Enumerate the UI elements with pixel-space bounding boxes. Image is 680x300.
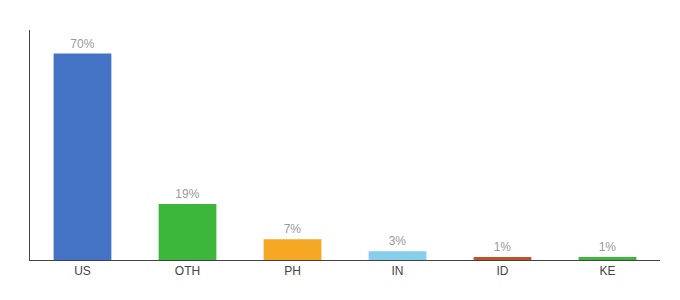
svg-text:PH: PH xyxy=(284,264,301,278)
svg-text:1%: 1% xyxy=(599,240,617,254)
svg-text:70%: 70% xyxy=(70,37,94,51)
svg-text:KE: KE xyxy=(599,264,615,278)
svg-text:1%: 1% xyxy=(494,240,512,254)
svg-text:19%: 19% xyxy=(175,187,199,201)
svg-text:OTH: OTH xyxy=(175,264,200,278)
svg-text:US: US xyxy=(74,264,91,278)
svg-text:IN: IN xyxy=(392,264,404,278)
svg-text:3%: 3% xyxy=(389,234,407,248)
svg-text:7%: 7% xyxy=(284,222,302,236)
svg-text:ID: ID xyxy=(497,264,509,278)
